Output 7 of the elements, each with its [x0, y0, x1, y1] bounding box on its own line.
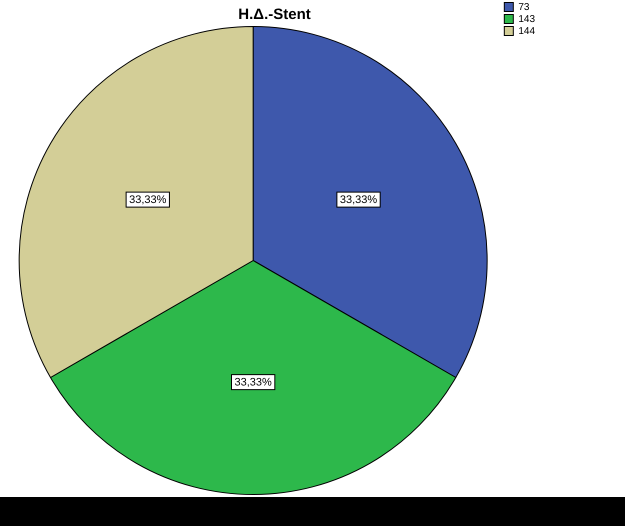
data-label: 33,33%: [234, 376, 272, 389]
data-label: 33,33%: [340, 194, 378, 206]
legend-label: 73: [518, 2, 530, 13]
chart-title: Η.Δ.-Stent: [238, 6, 311, 24]
legend-label: 144: [518, 26, 536, 37]
legend-label: 143: [518, 14, 536, 25]
data-label: 33,33%: [129, 194, 167, 206]
